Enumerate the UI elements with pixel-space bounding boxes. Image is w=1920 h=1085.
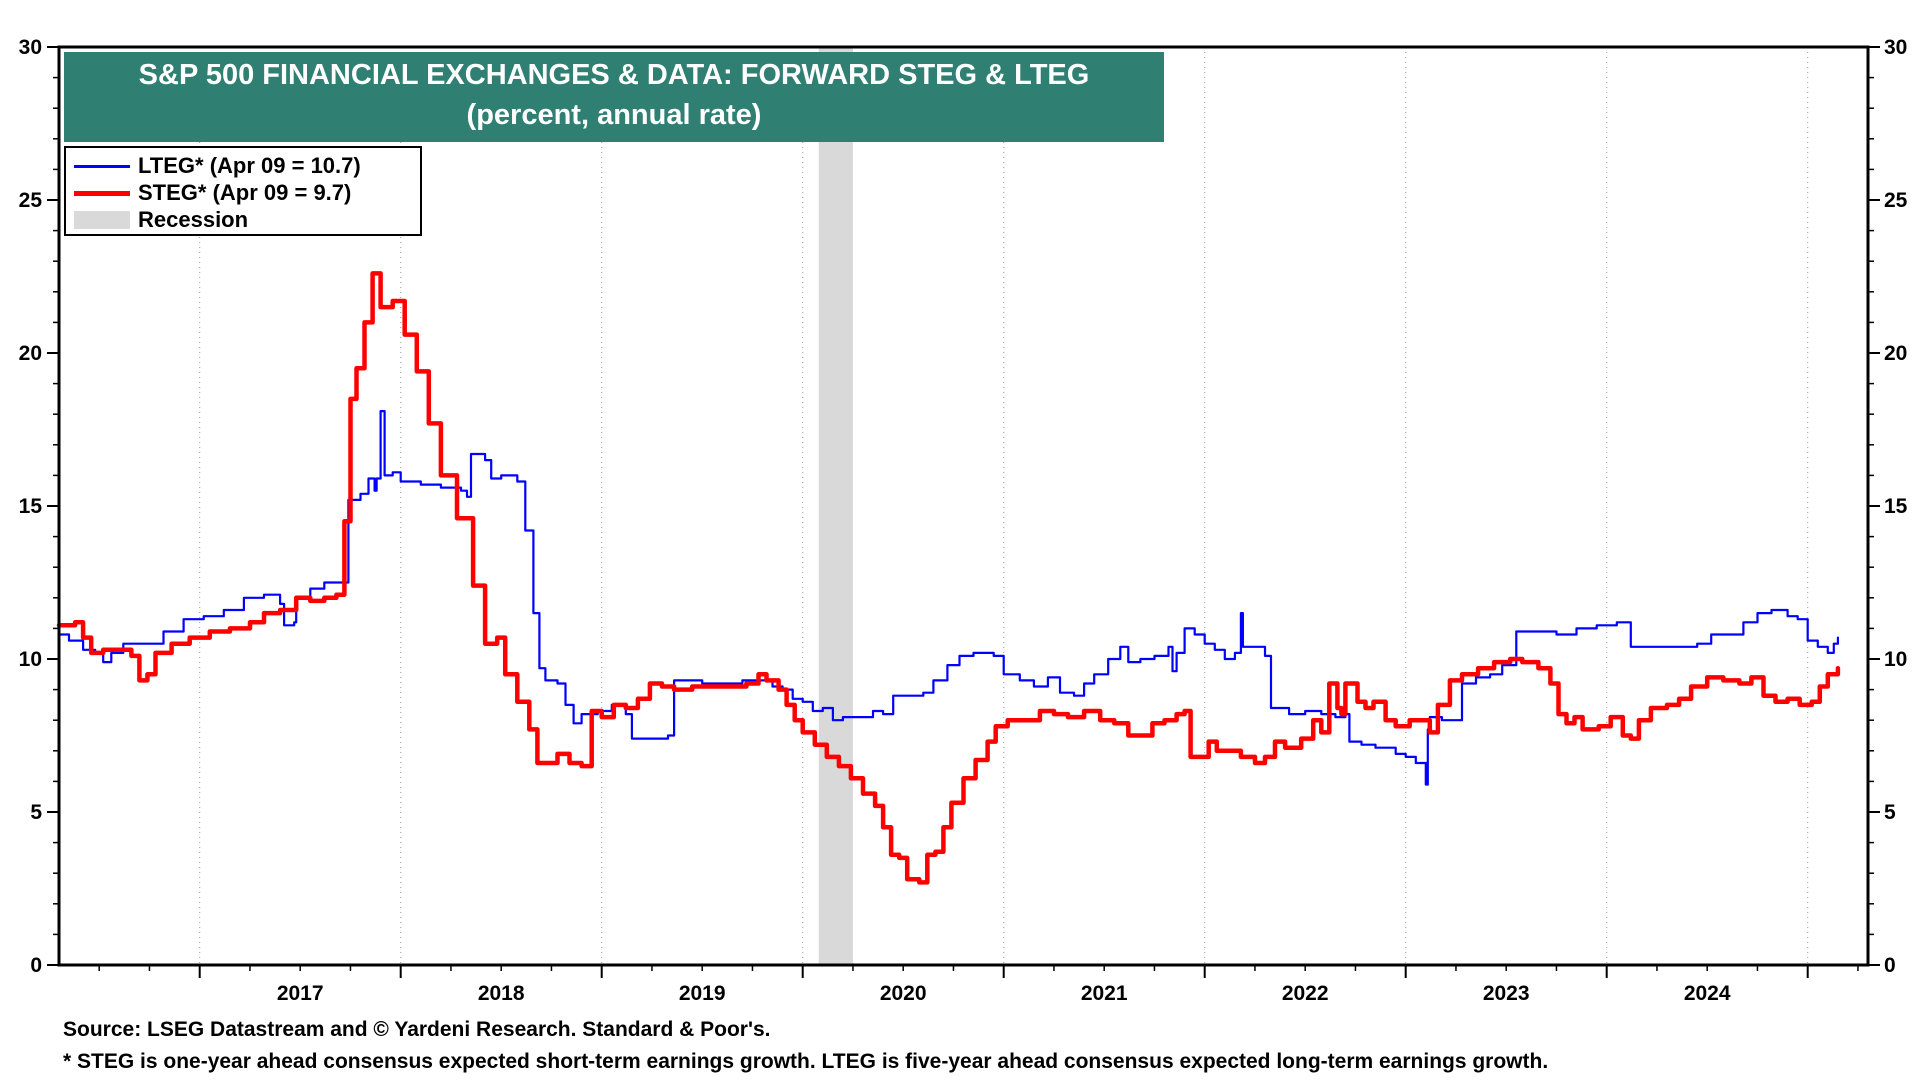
series-line-lteg — [57, 410, 1839, 786]
y-tick-label-left: 0 — [30, 954, 42, 977]
series-lines — [56, 271, 1841, 885]
legend-label-recession: Recession — [138, 207, 249, 232]
legend-item-lteg: LTEG* (Apr 09 = 10.7) — [74, 153, 361, 179]
y-tick-label-left: 15 — [19, 495, 43, 518]
x-tick-label: 2018 — [478, 982, 525, 1005]
chart-title-line1: S&P 500 FINANCIAL EXCHANGES & DATA: FORW… — [138, 59, 1090, 91]
y-tick-label-right: 5 — [1884, 801, 1896, 824]
x-tick-label: 2023 — [1483, 982, 1530, 1005]
x-tick-label: 2020 — [880, 982, 927, 1005]
legend-label-lteg: LTEG* (Apr 09 = 10.7) — [138, 153, 361, 178]
x-gridlines — [199, 47, 1809, 965]
y-tick-label-right: 25 — [1884, 189, 1908, 212]
y-tick-label-right: 20 — [1884, 342, 1907, 365]
y-tick-label-left: 5 — [30, 801, 42, 824]
series-line-steg — [56, 271, 1841, 885]
y-tick-label-left: 25 — [19, 189, 43, 212]
y-tick-label-right: 0 — [1884, 954, 1896, 977]
y-tick-label-left: 10 — [19, 648, 42, 671]
legend-swatch-steg — [74, 190, 130, 196]
legend-item-steg: STEG* (Apr 09 = 9.7) — [74, 180, 351, 206]
legend: LTEG* (Apr 09 = 10.7) STEG* (Apr 09 = 9.… — [64, 146, 422, 236]
y-tick-label-right: 30 — [1884, 36, 1907, 59]
y-tick-label-left: 30 — [19, 36, 42, 59]
definition-note: * STEG is one-year ahead consensus expec… — [63, 1050, 1549, 1073]
plot-frame — [57, 45, 1870, 967]
x-tick-label: 2022 — [1282, 982, 1329, 1005]
x-tick-label: 2024 — [1684, 982, 1731, 1005]
x-tick-label: 2019 — [679, 982, 726, 1005]
source-note: Source: LSEG Datastream and © Yardeni Re… — [63, 1018, 771, 1041]
chart-title: S&P 500 FINANCIAL EXCHANGES & DATA: FORW… — [64, 52, 1164, 142]
recession-band — [818, 47, 853, 965]
legend-swatch-recession — [74, 211, 130, 229]
y-tick-label-right: 15 — [1884, 495, 1908, 518]
y-tick-label-left: 20 — [19, 342, 42, 365]
x-tick-label: 2021 — [1081, 982, 1128, 1005]
legend-label-steg: STEG* (Apr 09 = 9.7) — [138, 180, 352, 205]
legend-swatch-lteg — [74, 164, 130, 168]
x-tick-label: 2017 — [277, 982, 324, 1005]
legend-item-recession: Recession — [74, 207, 248, 233]
chart-subtitle: (percent, annual rate) — [466, 99, 762, 131]
y-tick-label-right: 10 — [1884, 648, 1907, 671]
